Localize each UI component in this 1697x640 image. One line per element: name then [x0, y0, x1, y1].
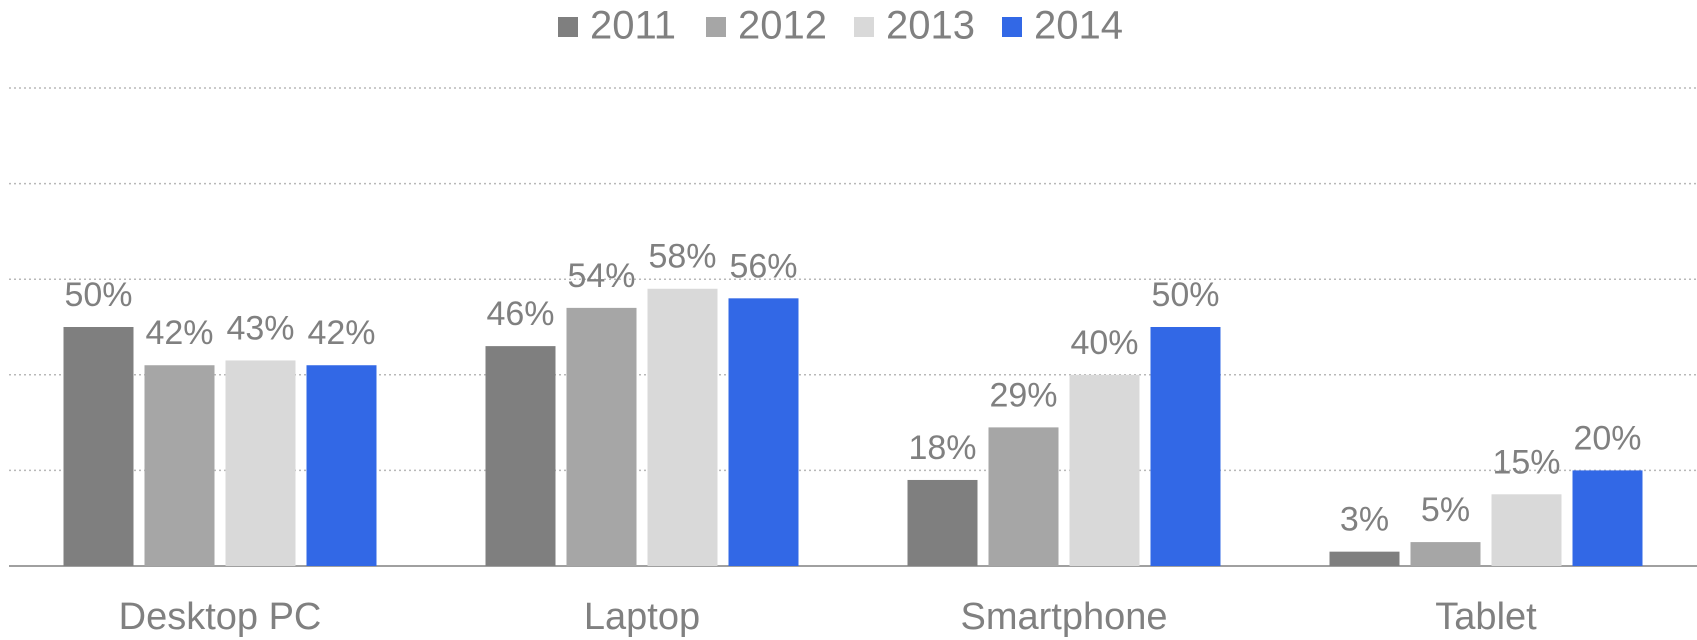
data-label: 29% [989, 376, 1057, 414]
data-label: 42% [307, 314, 375, 352]
bar [225, 360, 296, 566]
data-label: 18% [908, 429, 976, 467]
legend-swatch [854, 17, 874, 37]
data-label: 50% [64, 276, 132, 314]
bar [728, 298, 799, 566]
data-label: 20% [1573, 419, 1641, 457]
data-label: 54% [567, 257, 635, 295]
data-label: 5% [1421, 491, 1470, 529]
legend-label: 2012 [738, 4, 827, 48]
legend-label: 2011 [590, 4, 676, 48]
data-label: 43% [226, 309, 294, 347]
bar [1150, 327, 1221, 566]
data-label: 15% [1492, 443, 1560, 481]
data-label: 50% [1151, 276, 1219, 314]
data-label: 56% [729, 247, 797, 285]
bar [1410, 542, 1481, 566]
x-tick-label: Tablet [1435, 596, 1537, 638]
legend-label: 2013 [886, 4, 975, 48]
bar [1491, 494, 1562, 566]
bar [144, 365, 215, 566]
bar [1572, 470, 1643, 566]
bar [1069, 374, 1140, 566]
data-label: 58% [648, 238, 716, 276]
bar [647, 288, 718, 566]
bar [566, 307, 637, 566]
data-label: 3% [1340, 501, 1389, 539]
data-label: 40% [1070, 324, 1138, 362]
bar [988, 427, 1059, 566]
data-label: 46% [486, 295, 554, 333]
legend-swatch [706, 17, 726, 37]
legend-swatch [558, 17, 578, 37]
x-tick-label: Laptop [584, 596, 700, 638]
bar [306, 365, 377, 566]
legend-swatch [1002, 17, 1022, 37]
bar [63, 327, 134, 566]
bar [485, 346, 556, 566]
x-tick-label: Desktop PC [119, 596, 322, 638]
bar [1329, 551, 1400, 566]
legend-label: 2014 [1034, 4, 1123, 48]
bar [907, 479, 978, 566]
data-label: 42% [145, 314, 213, 352]
x-tick-label: Smartphone [960, 596, 1167, 638]
